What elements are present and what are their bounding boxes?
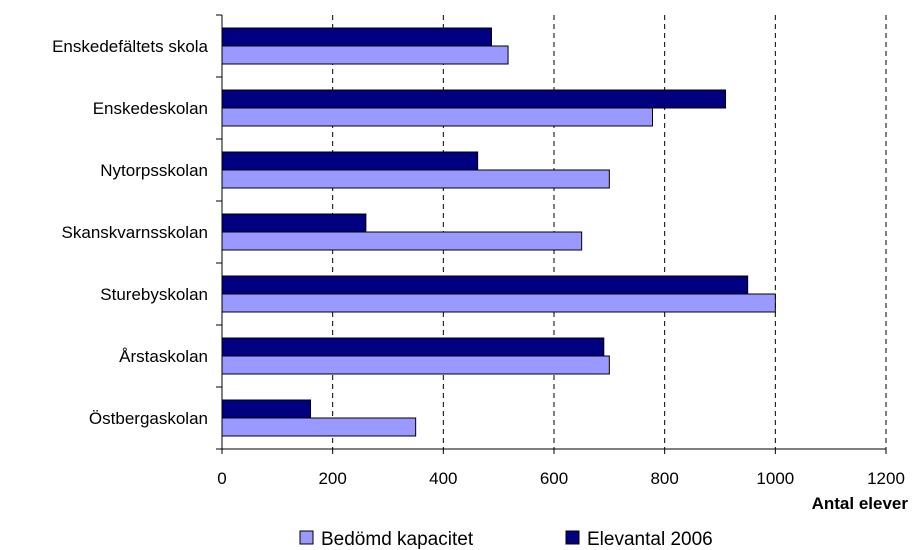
category-label: Östbergaskolan — [89, 409, 208, 428]
x-tick-label: 800 — [650, 469, 678, 488]
bar — [221, 27, 492, 47]
bar — [221, 45, 509, 65]
category-label: Nytorpsskolan — [100, 161, 208, 180]
x-tick-labels: 0 200 400 600 800 1000 1200 — [217, 469, 905, 488]
x-tick-label: 400 — [429, 469, 457, 488]
bar — [221, 399, 312, 419]
bar — [221, 151, 479, 171]
legend-swatch — [565, 530, 580, 545]
bar — [221, 275, 749, 295]
x-tick-label: 1200 — [867, 469, 905, 488]
x-tick-label: 1000 — [756, 469, 794, 488]
x-tick-label: 200 — [318, 469, 346, 488]
category-label: Skanskvarnsskolan — [62, 223, 208, 242]
x-tick-label: 0 — [217, 469, 226, 488]
category-label: Enskedeskolan — [93, 99, 208, 118]
legend-label: Bedömd kapacitet — [321, 529, 474, 550]
category-labels: Enskedefältets skola Enskedeskolan Nytorps… — [52, 37, 208, 428]
bar — [221, 89, 727, 109]
bar — [221, 231, 583, 251]
bar — [221, 107, 653, 127]
category-label: Enskedefältets skola — [52, 37, 208, 56]
bar — [221, 337, 605, 357]
category-label: Årstaskolan — [119, 347, 208, 366]
bar — [221, 169, 610, 189]
bar — [221, 417, 417, 437]
bar — [221, 293, 776, 313]
x-tick-label: 600 — [540, 469, 568, 488]
legend-swatch — [299, 530, 314, 545]
category-label: Sturebyskolan — [100, 285, 208, 304]
x-axis-title: Antal elever — [812, 494, 909, 513]
legend-label: Elevantal 2006 — [587, 529, 713, 550]
bars — [221, 27, 776, 437]
bar — [221, 213, 367, 233]
legend: Bedömd kapacitet Elevantal 2006 — [299, 529, 713, 550]
bar — [221, 355, 610, 375]
axis-ticks — [216, 14, 887, 454]
